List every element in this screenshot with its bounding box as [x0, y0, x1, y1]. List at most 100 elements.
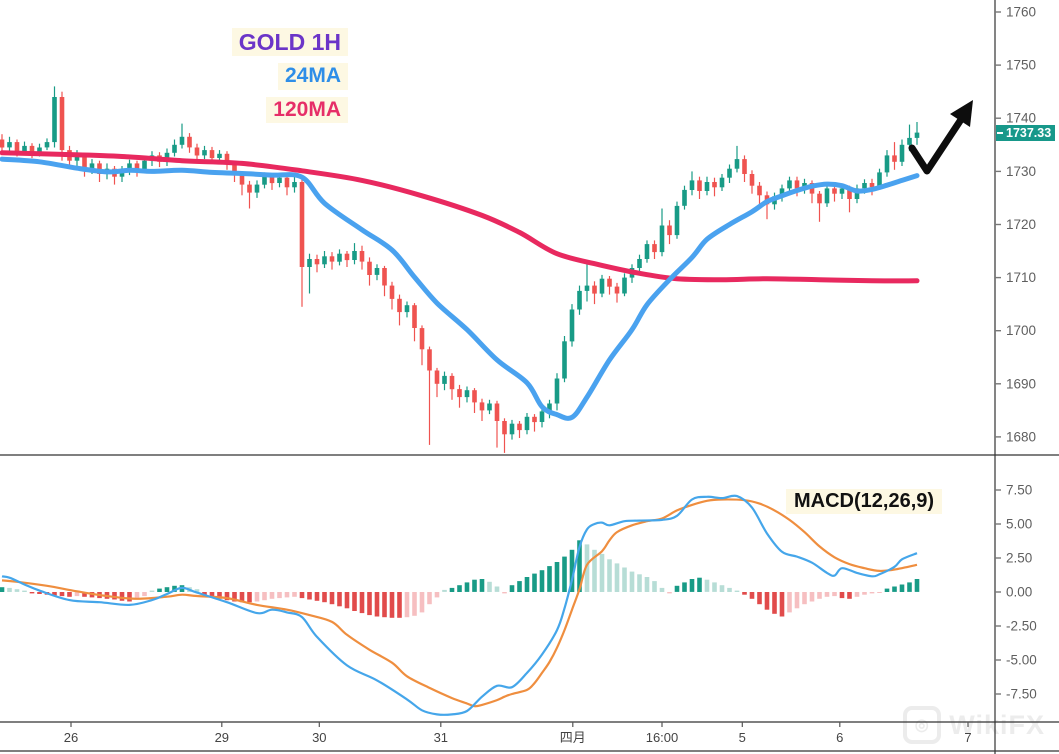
price-tick-label: 1700: [1006, 323, 1036, 338]
macd-histogram-bar: [494, 586, 500, 592]
macd-histogram-bar: [457, 585, 462, 592]
macd-histogram-bar: [419, 592, 425, 613]
candle-body: [217, 153, 222, 158]
candle-body: [577, 290, 582, 310]
macd-histogram-bar: [0, 587, 5, 592]
macd-histogram-bar: [517, 581, 522, 592]
macd-histogram-bar: [772, 592, 777, 614]
macd-histogram-bar: [577, 540, 582, 592]
candle-body: [704, 182, 710, 191]
price-tick-label: 1750: [1006, 58, 1036, 73]
candle-body: [712, 182, 717, 188]
macd-histogram-bar: [202, 592, 207, 595]
price-tick-label: 1690: [1006, 376, 1036, 391]
macd-histogram-bar: [247, 592, 252, 603]
macd-dif-line: [1, 494, 918, 716]
macd-histogram-bar: [142, 592, 147, 597]
candle-body: [914, 132, 920, 138]
candle-body: [359, 251, 365, 262]
macd-histogram-bar: [434, 592, 440, 598]
macd-tick-label: 5.00: [1006, 517, 1032, 532]
macd-histogram-bar: [209, 592, 215, 597]
macd-histogram-bar: [809, 592, 815, 602]
macd-histogram-bar: [449, 587, 455, 592]
macd-histogram-bar: [532, 573, 537, 592]
macd-histogram-bar: [682, 582, 687, 592]
candle-body: [862, 183, 867, 189]
macd-histogram-bar: [832, 592, 837, 597]
macd-histogram-bar: [239, 592, 245, 603]
candle-body: [134, 163, 140, 170]
candle-body: [877, 172, 882, 188]
ma24-line: [0, 156, 920, 421]
macd-histogram-bar: [824, 592, 830, 597]
macd-histogram-bar: [847, 592, 852, 599]
macd-histogram-bar: [704, 579, 710, 592]
price-tick-label: 1760: [1006, 5, 1036, 20]
time-tick-label: 5: [739, 730, 746, 745]
candle-body: [734, 159, 740, 169]
macd-histogram-bar: [607, 559, 612, 592]
candle-body: [884, 155, 890, 173]
candle-body: [817, 193, 822, 204]
macd-histogram-bar: [697, 577, 702, 592]
macd-histogram-bar: [74, 592, 80, 597]
price-tick-label: 1710: [1006, 270, 1036, 285]
macd-histogram-bar: [127, 592, 132, 602]
price-tick-label: 1740: [1006, 111, 1036, 126]
macd-histogram-bar: [472, 579, 477, 592]
candle-body: [652, 244, 657, 253]
candle-body: [899, 144, 905, 162]
macd-histogram-bar: [284, 592, 290, 598]
ma24-legend-label: 24MA: [277, 63, 348, 90]
macd-histogram-bar: [622, 567, 627, 592]
watermark-text: WikiFX: [949, 709, 1045, 740]
candle-body: [847, 188, 852, 199]
candle-body: [907, 137, 912, 145]
macd-histogram-bar: [404, 592, 410, 618]
macd-histogram-bar: [727, 587, 732, 592]
macd-histogram-bar: [412, 592, 417, 616]
candle-body: [127, 163, 132, 172]
macd-histogram-bar: [539, 570, 545, 592]
macd-histogram-bar: [269, 592, 275, 599]
macd-histogram-bar: [427, 592, 432, 605]
trend-arrow-head-icon: [950, 100, 973, 127]
candle-body: [412, 305, 417, 328]
macd-tick-label: -5.00: [1006, 653, 1037, 668]
macd-histogram-bar: [644, 577, 650, 592]
macd-histogram-bar: [224, 592, 230, 601]
macd-tick-label: -7.50: [1006, 687, 1037, 702]
candle-body: [247, 184, 252, 193]
time-tick-label: 16:00: [646, 730, 679, 745]
macd-histogram-bar: [277, 592, 282, 599]
candle-body: [674, 205, 680, 236]
candle-body: [389, 285, 395, 299]
macd-histogram-bar: [119, 592, 125, 601]
macd-histogram-bar: [479, 579, 485, 592]
candle-body: [239, 174, 245, 185]
candle-body: [689, 180, 695, 190]
candle-body: [464, 390, 470, 398]
macd-histogram-bar: [869, 592, 875, 594]
macd-histogram-bar: [134, 592, 140, 600]
macd-histogram-bar: [149, 590, 155, 592]
macd-histogram-bar: [794, 592, 800, 609]
candle-body: [487, 403, 492, 411]
candle-body: [202, 150, 207, 156]
macd-tick-label: 0.00: [1006, 585, 1032, 600]
time-tick-label: 6: [836, 730, 843, 745]
candle-body: [44, 142, 50, 148]
candle-body: [374, 268, 380, 275]
candle-body: [7, 142, 12, 148]
macd-histogram-bar: [802, 592, 807, 605]
time-tick-label: 7: [964, 730, 971, 745]
last-price-value: 1737.33: [1006, 126, 1052, 140]
price-tick-label: 1720: [1006, 217, 1036, 232]
candle-body: [457, 389, 462, 398]
candle-body: [502, 421, 507, 435]
macd-histogram-bar: [907, 582, 912, 592]
price-tick-label: 1680: [1006, 429, 1036, 444]
price-tick-label: 1730: [1006, 164, 1036, 179]
